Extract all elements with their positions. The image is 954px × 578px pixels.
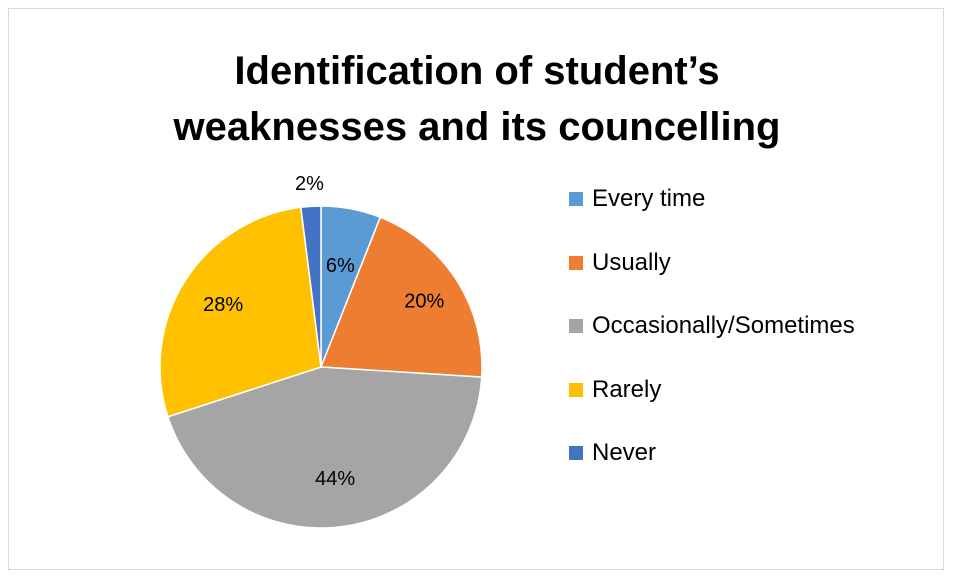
- legend-item: Rarely: [569, 375, 855, 405]
- legend-swatch: [569, 382, 583, 397]
- data-label: 44%: [315, 468, 355, 490]
- chart-title: Identification of student’s weaknesses a…: [9, 43, 945, 155]
- legend: Every time Usually Occasionally/Sometimes R…: [569, 184, 855, 502]
- legend-label: Usually: [592, 248, 671, 276]
- legend-label: Never: [592, 439, 657, 466]
- legend-item: Never: [569, 438, 855, 468]
- legend-swatch: [569, 319, 583, 333]
- legend-label: Rarely: [592, 375, 662, 403]
- chart-area: Identification of student’s weaknesses a…: [8, 8, 944, 570]
- pie-slice-occasionally-sometimes: [166, 366, 483, 529]
- pie-slice-never: [299, 205, 322, 368]
- legend-swatch: [569, 446, 583, 460]
- chart-title-line-2: weaknesses and its councelling: [173, 105, 781, 149]
- pie-slice-usually: [319, 216, 483, 378]
- legend-item: Every time: [569, 184, 855, 214]
- legend-swatch: [569, 255, 583, 270]
- pie-plot: 6% 20% 44% 28% 2%: [159, 173, 483, 529]
- legend-item: Occasionally/Sometimes: [569, 311, 855, 341]
- data-label: 20%: [404, 290, 444, 312]
- legend-label: Occasionally/Sometimes: [592, 312, 855, 339]
- legend-item: Usually: [569, 248, 855, 278]
- data-label: 6%: [326, 255, 355, 277]
- data-label: 2%: [295, 173, 324, 195]
- data-label: 28%: [203, 294, 243, 316]
- pie-slice-rarely: [159, 206, 322, 418]
- legend-swatch: [569, 192, 583, 206]
- legend-label: Every time: [592, 185, 706, 212]
- chart-title-line-1: Identification of student’s: [234, 49, 720, 93]
